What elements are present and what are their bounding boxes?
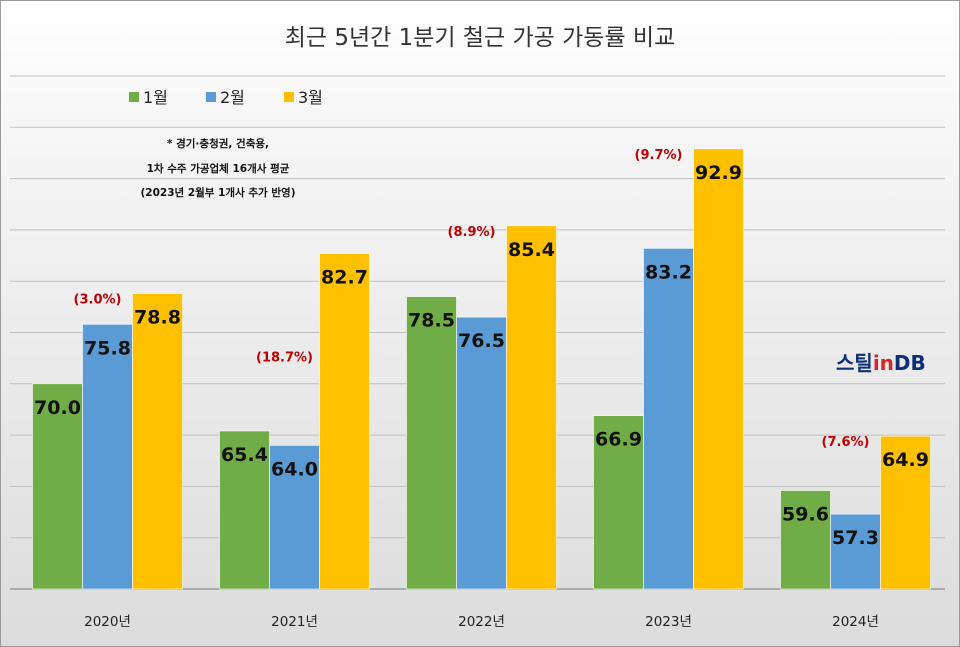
data-labels: 70.0 75.878.8 (3.0%) 65.464.0 82.7 (18.7%) 78.… bbox=[34, 148, 929, 549]
footnote: * 경기·충청권, 건축용, 1차 수주 가공업체 16개사 평균 (2023년… bbox=[141, 137, 296, 199]
change-annotation: (18.7%) bbox=[256, 350, 313, 365]
legend-label-1: 1월 bbox=[143, 88, 168, 107]
change-annotation: (3.0%) bbox=[74, 293, 122, 308]
x-tick-label: 2023년 bbox=[645, 614, 692, 630]
footnote-line-1: * 경기·충청권, 건축용, bbox=[167, 137, 269, 150]
bar bbox=[780, 490, 831, 590]
data-label: 65.4 bbox=[221, 444, 268, 466]
legend-swatch-3 bbox=[284, 92, 294, 102]
bar bbox=[506, 225, 557, 590]
data-label: 78.5 bbox=[408, 310, 455, 332]
footnote-line-3: (2023년 2월부 1개사 추가 반영) bbox=[141, 186, 296, 199]
logo-text-main: 스틸 bbox=[836, 351, 873, 375]
bar bbox=[880, 435, 931, 590]
x-tick-label: 2022년 bbox=[458, 614, 505, 630]
change-annotation: (8.9%) bbox=[448, 225, 496, 240]
data-label: 82.7 bbox=[321, 266, 368, 288]
x-tick-label: 2024년 bbox=[832, 614, 879, 630]
logo-text-db: DB bbox=[894, 351, 926, 375]
footnote-line-2: 1차 수주 가공업체 16개사 평균 bbox=[147, 162, 290, 175]
logo: 스틸inDB bbox=[836, 351, 926, 375]
data-label: 76.5 bbox=[458, 330, 505, 352]
bar bbox=[319, 253, 370, 590]
data-label: 83.2 bbox=[645, 261, 692, 283]
data-label: 78.8 bbox=[134, 307, 181, 329]
data-label: 85.4 bbox=[508, 239, 555, 261]
bar bbox=[643, 248, 694, 590]
bar bbox=[593, 415, 644, 590]
bar bbox=[456, 316, 507, 590]
bar bbox=[32, 383, 83, 590]
change-annotation: (9.7%) bbox=[635, 148, 683, 163]
bar bbox=[269, 445, 320, 590]
bars bbox=[32, 148, 931, 590]
data-label: 64.0 bbox=[271, 458, 318, 480]
data-label: 75.8 bbox=[84, 337, 131, 359]
bar bbox=[82, 323, 133, 590]
data-label: 70.0 bbox=[34, 397, 81, 419]
legend-swatch-1 bbox=[129, 92, 139, 102]
bar bbox=[693, 148, 744, 590]
legend: 1월 2월 3월 bbox=[129, 88, 323, 107]
legend-label-3: 3월 bbox=[298, 88, 323, 107]
data-label: 64.9 bbox=[882, 449, 929, 471]
data-label: 59.6 bbox=[782, 504, 829, 526]
data-label: 66.9 bbox=[595, 429, 642, 451]
bar bbox=[830, 513, 881, 590]
bar bbox=[219, 430, 270, 590]
data-label: 92.9 bbox=[695, 162, 742, 184]
x-tick-label: 2020년 bbox=[84, 614, 131, 630]
logo-text: 스틸inDB bbox=[836, 351, 926, 375]
legend-swatch-2 bbox=[206, 92, 216, 102]
logo-text-in: in bbox=[873, 351, 894, 375]
chart-title: 최근 5년간 1분기 철근 가공 가동률 비교 bbox=[285, 25, 676, 51]
bar bbox=[132, 293, 183, 590]
bar bbox=[406, 296, 457, 590]
x-tick-labels: 2020년 2021년 2022년 2023년 2024년 bbox=[84, 614, 879, 630]
x-tick-label: 2021년 bbox=[271, 614, 318, 630]
change-annotation: (7.6%) bbox=[822, 435, 870, 450]
legend-label-2: 2월 bbox=[220, 88, 245, 107]
data-label: 57.3 bbox=[832, 527, 879, 549]
